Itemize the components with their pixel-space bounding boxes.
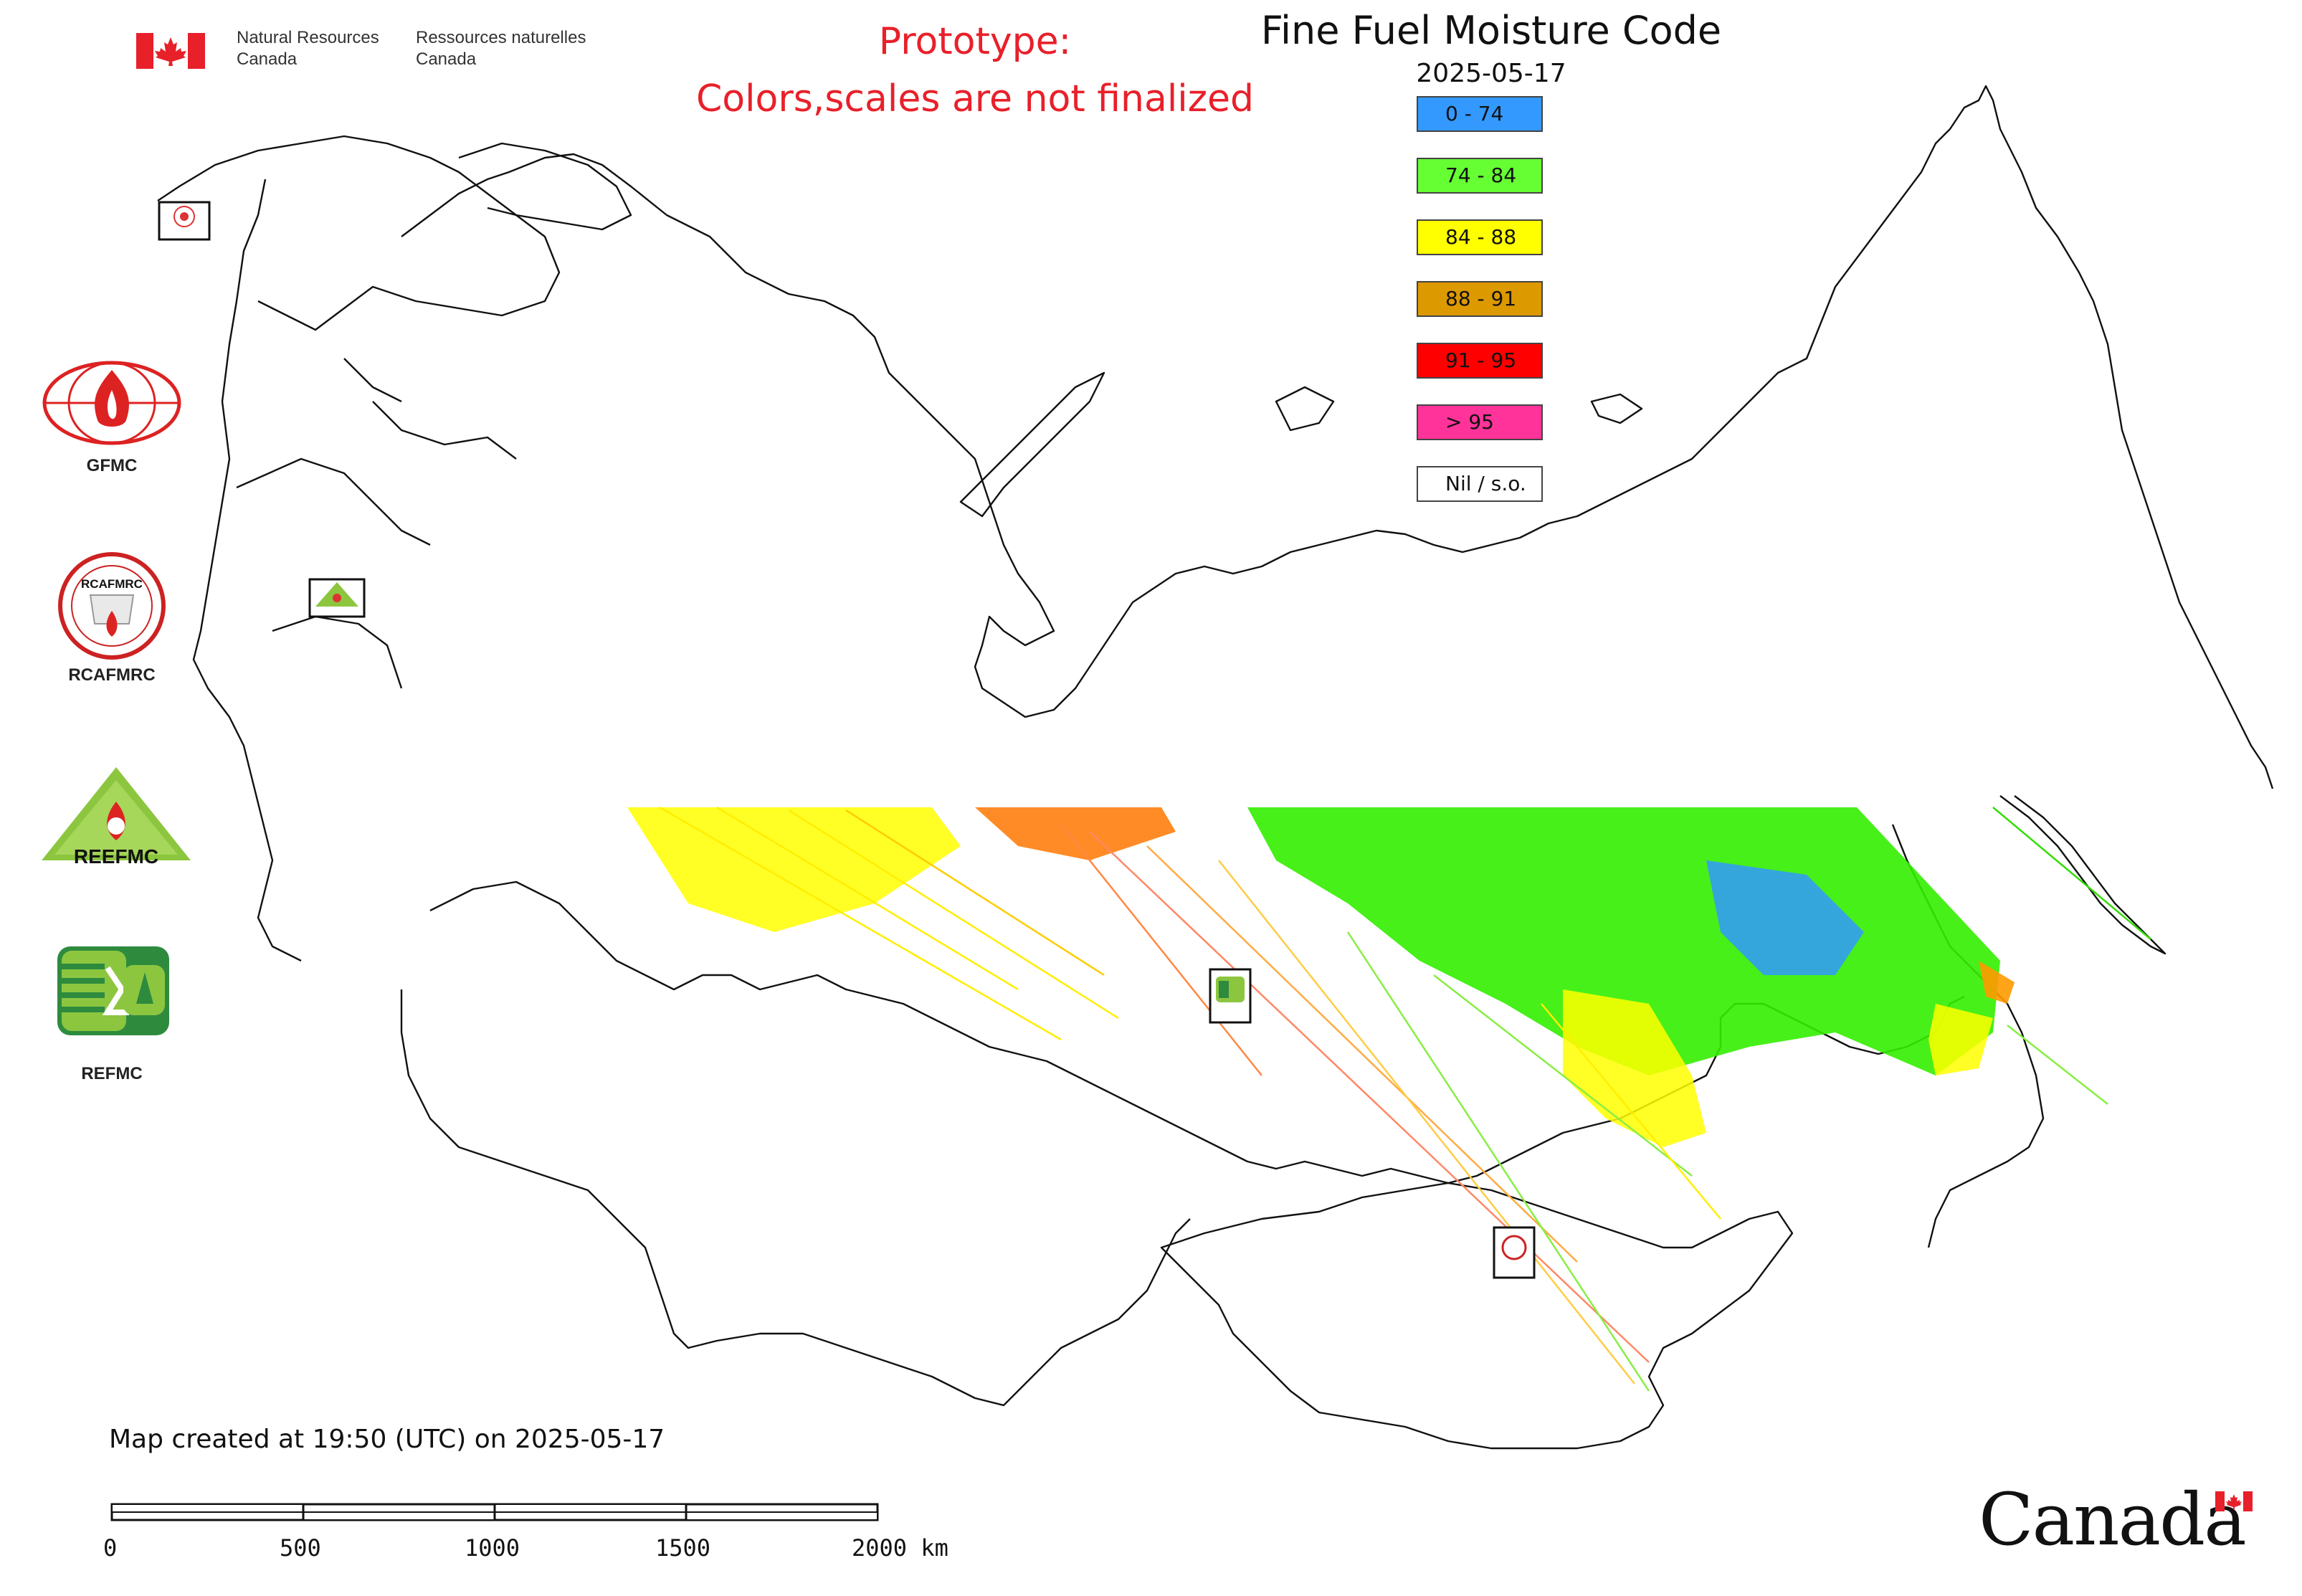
rcafmrc-logo: RCAFMRC RCAFMRC xyxy=(54,552,169,685)
swath-green-main xyxy=(1247,807,2000,1075)
legend-item-91-95: 91 - 95 xyxy=(1417,343,1543,379)
prototype-notice: Prototype: Colors,scales are not finaliz… xyxy=(645,13,1305,128)
mongolia-border xyxy=(1160,1182,1794,1450)
rcafmrc-seal-text: RCAFMRC xyxy=(81,577,143,591)
legend-label: 88 - 91 xyxy=(1445,287,1517,310)
canada-flag-icon xyxy=(136,33,205,69)
org-name-fr: Ressources naturelles Canada xyxy=(416,27,586,70)
gfmc-flame-globe-icon xyxy=(42,361,181,445)
prototype-line1: Prototype: xyxy=(878,20,1072,63)
severnaya-zemlya xyxy=(1275,386,1335,432)
reefmc-map-marker xyxy=(308,578,366,618)
refmc-label: REFMC xyxy=(81,1064,143,1083)
swath-orange-east xyxy=(1979,961,2015,1004)
swath-orange xyxy=(975,807,1176,860)
reefmc-logo: REEFMC xyxy=(37,766,195,876)
canada-wordmark: Canada xyxy=(1979,1478,2253,1562)
western-border xyxy=(192,179,302,962)
refmc-map-marker xyxy=(1209,968,1252,1024)
scandinavia-coast xyxy=(157,135,561,331)
scale-bar-graphic xyxy=(110,1503,879,1521)
refmc-logo: REFMC xyxy=(57,946,172,1083)
kola-peninsula xyxy=(458,142,632,231)
map-date: 2025-05-17 xyxy=(1416,59,1566,88)
ffmc-data-swaths xyxy=(627,806,2151,1392)
legend-item-over-95: > 95 xyxy=(1417,404,1543,440)
internal-border-1 xyxy=(236,457,431,546)
map-created-timestamp: Map created at 19:50 (UTC) on 2025-05-17 xyxy=(109,1425,665,1454)
swath-yellow-west xyxy=(627,807,961,932)
internal-border-4 xyxy=(343,358,402,403)
swath-yellow-se xyxy=(1563,989,1706,1147)
legend-label: Nil / s.o. xyxy=(1445,472,1526,495)
map-outlines xyxy=(157,85,2274,1450)
refmc-sigma-icon xyxy=(57,946,169,1035)
reefmc-triangle-icon: REEFMC xyxy=(42,767,191,868)
kamchatka-coast xyxy=(1999,795,2167,955)
legend-label: 91 - 95 xyxy=(1445,348,1517,372)
internal-border-2 xyxy=(272,615,403,689)
org-fr-line2: Canada xyxy=(416,49,477,69)
new-siberian-islands xyxy=(1590,393,1643,424)
rcafmrc-label: RCAFMRC xyxy=(68,665,156,685)
legend-label: 74 - 84 xyxy=(1445,163,1517,187)
legend-item-nil: Nil / s.o. xyxy=(1417,466,1543,502)
org-fr-line1: Ressources naturelles xyxy=(416,28,586,47)
gfmc-logo: GFMC xyxy=(40,358,184,475)
prototype-line2: Colors,scales are not finalized xyxy=(695,77,1255,120)
legend-item-74-84: 74 - 84 xyxy=(1417,158,1543,194)
legend-label: 0 - 74 xyxy=(1445,102,1504,125)
scale-tick-500: 500 xyxy=(280,1534,321,1562)
scale-bar: 0 500 1000 1500 2000 km xyxy=(93,1498,989,1577)
canada-wordmark-text: Canada xyxy=(1979,1478,2247,1562)
scale-tick-2000: 2000 km xyxy=(852,1534,948,1562)
reefmc-logo-text: REEFMC xyxy=(74,845,158,868)
rcafmrc-seal-icon: RCAFMRC xyxy=(58,552,166,660)
rcafmrc-map-marker xyxy=(1493,1226,1536,1279)
map-centre-markers xyxy=(158,201,1536,1279)
gfmc-map-marker xyxy=(158,201,211,241)
legend-label: 84 - 88 xyxy=(1445,225,1517,249)
scale-tick-1000: 1000 xyxy=(465,1534,520,1562)
map-title: Fine Fuel Moisture Code xyxy=(1260,8,1722,53)
swath-blue xyxy=(1706,860,1864,975)
internal-border-3 xyxy=(372,401,517,460)
swath-yellow-east xyxy=(1928,1004,1993,1075)
org-en-line2: Canada xyxy=(237,49,298,69)
legend-item-0-74: 0 - 74 xyxy=(1417,96,1543,132)
legend-item-88-91: 88 - 91 xyxy=(1417,281,1543,317)
legend-label: > 95 xyxy=(1445,410,1494,434)
novaya-zemlya xyxy=(959,371,1105,518)
org-en-line1: Natural Resources xyxy=(237,28,379,47)
wordmark-flag-icon xyxy=(2215,1491,2253,1511)
gfmc-label: GFMC xyxy=(86,456,138,475)
kazakhstan-border xyxy=(400,989,1191,1407)
legend-item-84-88: 84 - 88 xyxy=(1417,219,1543,255)
scale-tick-0: 0 xyxy=(103,1534,118,1562)
scale-tick-1500: 1500 xyxy=(655,1534,711,1562)
org-name-en: Natural Resources Canada xyxy=(237,27,379,70)
russia-coastline xyxy=(401,85,2274,789)
